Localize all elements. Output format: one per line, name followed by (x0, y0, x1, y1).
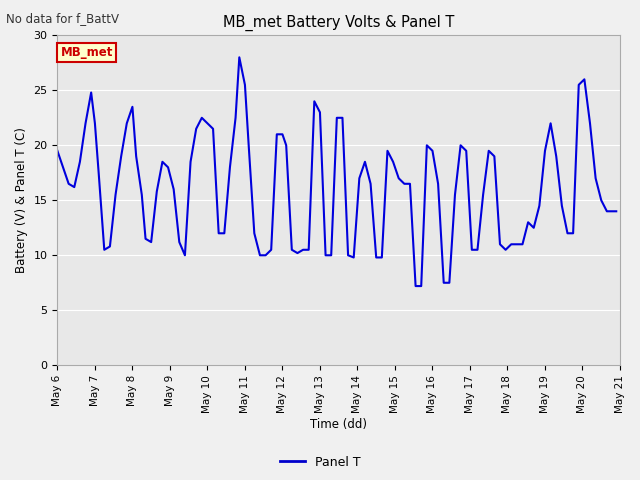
Legend: Panel T: Panel T (275, 451, 365, 474)
Text: MB_met: MB_met (60, 47, 113, 60)
Y-axis label: Battery (V) & Panel T (C): Battery (V) & Panel T (C) (15, 127, 28, 273)
X-axis label: Time (dd): Time (dd) (310, 419, 367, 432)
Text: No data for f_BattV: No data for f_BattV (6, 12, 120, 25)
Title: MB_met Battery Volts & Panel T: MB_met Battery Volts & Panel T (223, 15, 454, 31)
